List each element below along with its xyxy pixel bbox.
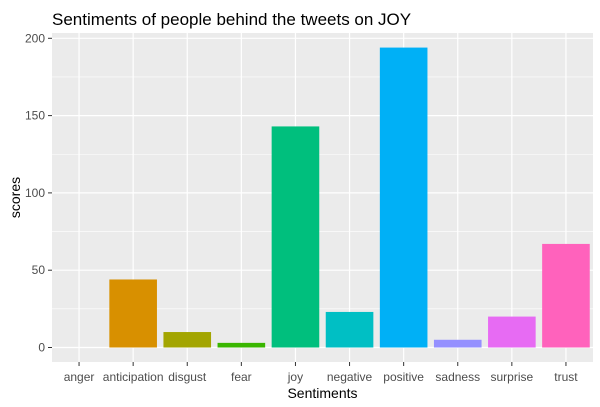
chart-title: Sentiments of people behind the tweets o… <box>52 10 411 29</box>
x-axis-title: Sentiments <box>287 385 357 401</box>
x-tick-label: trust <box>554 370 578 384</box>
x-tick-label: joy <box>287 370 303 384</box>
x-tick-label: negative <box>327 370 373 384</box>
bar-positive <box>379 47 428 348</box>
bar-anticipation <box>109 279 157 348</box>
bar-fear <box>217 342 266 348</box>
y-axis: 0 50 100 150 200 <box>25 31 52 355</box>
x-tick-label: fear <box>231 370 252 384</box>
x-tick-label: anticipation <box>103 370 164 384</box>
bars <box>109 47 590 348</box>
y-tick-label: 200 <box>25 31 45 45</box>
y-axis-title: scores <box>7 177 23 218</box>
bar-joy <box>271 126 320 348</box>
y-tick-label: 0 <box>38 341 45 355</box>
x-tick-label: surprise <box>491 370 534 384</box>
bar-disgust <box>163 332 212 348</box>
x-axis: anger anticipation disgust fear joy negative p… <box>64 362 578 384</box>
y-tick-label: 50 <box>32 263 46 277</box>
bar-sadness <box>433 339 482 348</box>
x-tick-label: anger <box>64 370 95 384</box>
bar-surprise <box>488 316 536 348</box>
y-tick-label: 150 <box>25 109 45 123</box>
x-tick-label: positive <box>383 370 424 384</box>
x-tick-label: disgust <box>168 370 207 384</box>
bar-negative <box>325 311 374 348</box>
x-tick-label: sadness <box>435 370 480 384</box>
bar-trust <box>542 243 590 348</box>
y-tick-label: 100 <box>25 186 45 200</box>
